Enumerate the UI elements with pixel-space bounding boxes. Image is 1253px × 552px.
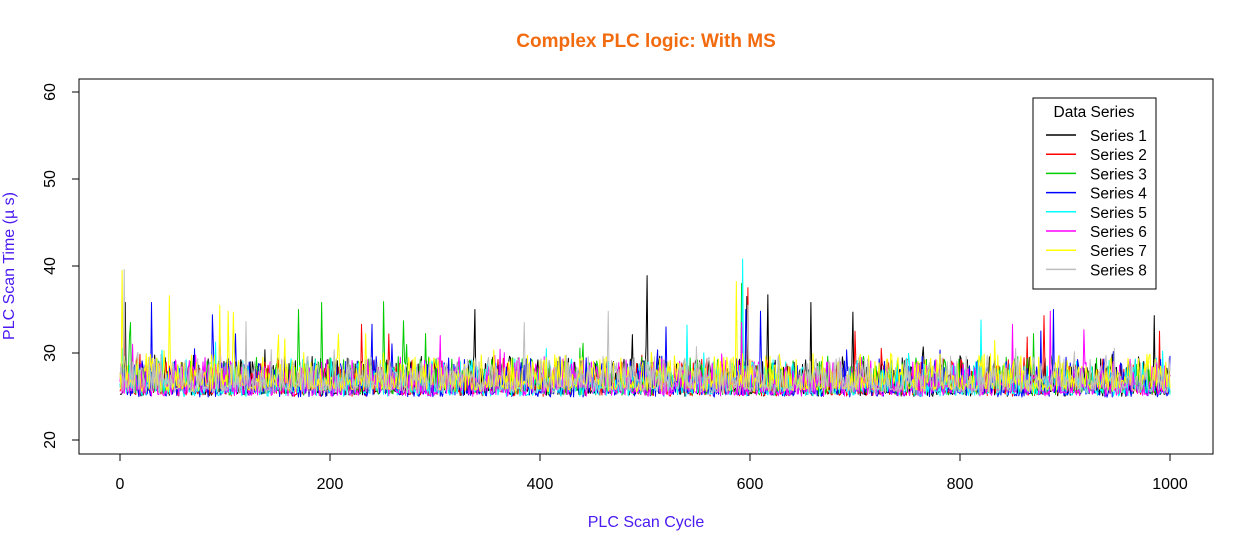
legend-item-label: Series 5 [1090, 205, 1147, 222]
x-tick-label: 200 [317, 476, 344, 493]
x-tick-label: 400 [527, 476, 554, 493]
y-tick-label: 50 [42, 170, 59, 188]
y-axis: 20 30 40 50 60 [42, 83, 80, 449]
legend-item-label: Series 2 [1090, 147, 1147, 164]
x-tick-label: 1000 [1152, 476, 1188, 493]
y-tick-label: 40 [42, 257, 59, 275]
y-axis-label: PLC Scan Time (µ s) [1, 192, 18, 340]
x-tick-label: 800 [947, 476, 974, 493]
x-axis-label: PLC Scan Cycle [588, 514, 705, 531]
legend-item-label: Series 4 [1090, 186, 1147, 203]
y-tick-label: 30 [42, 344, 59, 362]
y-tick-label: 20 [42, 431, 59, 449]
x-tick-label: 600 [737, 476, 764, 493]
legend-item-label: Series 3 [1090, 166, 1147, 183]
chart-title: Complex PLC logic: With MS [516, 31, 776, 52]
x-tick-label: 0 [116, 476, 125, 493]
series-line-8 [119, 268, 1171, 395]
legend-box [1032, 97, 1157, 290]
x-axis: 0 200 400 600 800 1000 [116, 453, 1188, 493]
y-tick-label: 60 [42, 83, 59, 101]
legend-item-label: Series 1 [1090, 128, 1147, 145]
legend-item-label: Series 8 [1090, 262, 1147, 279]
legend-title: Data Series [1054, 104, 1135, 121]
series-layer [119, 258, 1171, 398]
legend: Data Series Series 1 Series 2 Series 3 Seri… [1032, 97, 1157, 290]
legend-item-label: Series 6 [1090, 224, 1147, 241]
legend-item-label: Series 7 [1090, 243, 1147, 260]
